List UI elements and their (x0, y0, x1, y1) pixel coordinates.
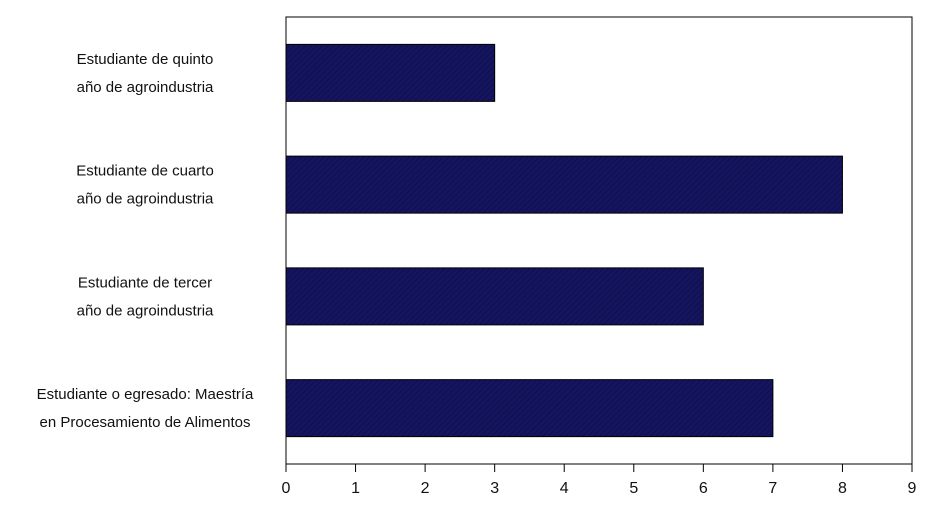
category-label-line: Estudiante de quinto (77, 51, 214, 68)
category-label-line: en Procesamiento de Alimentos (40, 414, 251, 431)
category-label-0: Estudiante de quinto año de agroindustria (77, 51, 214, 96)
bar-1 (285, 155, 843, 214)
category-labels: Estudiante de quinto año de agroindustria… (37, 51, 254, 431)
x-tick-label-0: 0 (282, 480, 291, 497)
x-tick-label-9: 9 (908, 480, 917, 497)
category-label-line: año de agroindustria (77, 191, 214, 208)
category-label-2: Estudiante de tercer año de agroindustria (77, 274, 214, 319)
x-tick-label-1: 1 (351, 480, 360, 497)
bar-3 (285, 379, 774, 438)
category-label-line: año de agroindustria (77, 302, 214, 319)
category-label-line: Estudiante de cuarto (76, 163, 214, 180)
x-axis: 0 1 2 3 4 5 6 7 8 9 (282, 464, 917, 497)
category-label-line: Estudiante de tercer (78, 274, 212, 291)
x-tick-label-6: 6 (699, 480, 708, 497)
category-label-line: año de agroindustria (77, 79, 214, 96)
category-label-3: Estudiante o egresado: Maestría en Proces… (37, 386, 254, 431)
x-tick-label-8: 8 (838, 480, 847, 497)
bar-0 (285, 43, 496, 102)
category-label-line: Estudiante o egresado: Maestría (37, 386, 254, 403)
x-tick-label-7: 7 (768, 480, 777, 497)
x-tick-label-5: 5 (629, 480, 638, 497)
bars-group (285, 43, 843, 438)
x-tick-label-3: 3 (490, 480, 499, 497)
bar-2 (285, 267, 704, 326)
category-label-1: Estudiante de cuarto año de agroindustria (76, 163, 214, 208)
x-tick-label-4: 4 (560, 480, 569, 497)
x-tick-label-2: 2 (421, 480, 430, 497)
